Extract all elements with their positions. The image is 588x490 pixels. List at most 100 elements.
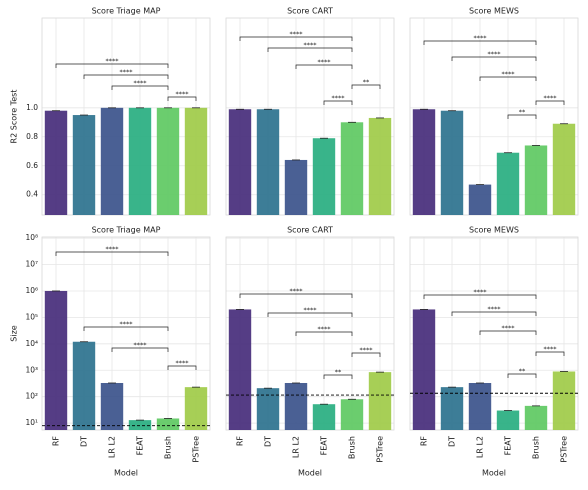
sig-bracket bbox=[83, 326, 169, 331]
bar bbox=[72, 115, 96, 215]
x-axis-label: Model bbox=[482, 469, 506, 478]
frame bbox=[41, 236, 211, 431]
sig-label: **** bbox=[474, 34, 488, 42]
sig-label: **** bbox=[318, 58, 332, 66]
bar bbox=[468, 184, 492, 215]
y-tick-label: 10³ bbox=[25, 365, 38, 374]
x-tick-label: PSTree bbox=[376, 436, 385, 463]
x-tick-label: FEAT bbox=[320, 436, 329, 456]
bar bbox=[156, 418, 180, 430]
y-tick-label: 0.8 bbox=[26, 132, 38, 141]
x-tick-label: DT bbox=[80, 436, 89, 447]
sig-bracket bbox=[239, 36, 353, 41]
y-tick-label: 10⁴ bbox=[25, 339, 38, 348]
frame bbox=[409, 236, 579, 431]
sig-label: **** bbox=[120, 68, 134, 76]
y-tick-label: 10⁵ bbox=[25, 312, 38, 321]
x-tick-label: Brush bbox=[348, 436, 357, 459]
bar bbox=[228, 109, 252, 215]
sig-bracket bbox=[423, 294, 537, 299]
x-tick-label: LR L2 bbox=[292, 436, 301, 458]
sig-label: **** bbox=[120, 320, 134, 328]
y-axis-label: R2 Score Test bbox=[10, 90, 19, 144]
bar bbox=[440, 110, 464, 215]
sig-bracket bbox=[295, 331, 353, 336]
sig-label: **** bbox=[106, 245, 120, 253]
sig-label: **** bbox=[544, 94, 558, 102]
bar bbox=[184, 387, 208, 430]
sig-label: **** bbox=[176, 359, 190, 367]
x-axis-label: Model bbox=[298, 469, 322, 478]
bar bbox=[100, 382, 124, 430]
sig-label: **** bbox=[134, 79, 148, 87]
bar bbox=[72, 341, 96, 430]
x-tick-label: LR L2 bbox=[108, 436, 117, 458]
panel-title: Score CART bbox=[287, 226, 333, 235]
x-tick-label: RF bbox=[52, 436, 61, 447]
bar bbox=[312, 404, 336, 430]
sig-bracket bbox=[351, 84, 381, 89]
y-tick-label: 10⁸ bbox=[25, 233, 38, 242]
x-tick-label: PSTree bbox=[560, 436, 569, 463]
sig-bracket bbox=[83, 74, 169, 79]
y-tick-label: 10² bbox=[25, 392, 38, 401]
sig-bracket bbox=[351, 352, 381, 357]
bar bbox=[440, 387, 464, 430]
bar bbox=[284, 382, 308, 430]
sig-bracket bbox=[167, 365, 197, 370]
frame bbox=[41, 17, 211, 216]
frame bbox=[409, 17, 579, 216]
sig-label: **** bbox=[488, 50, 502, 58]
bar bbox=[156, 107, 180, 215]
x-tick-label: FEAT bbox=[136, 436, 145, 456]
y-tick-label: 0.4 bbox=[26, 190, 38, 199]
sig-label: **** bbox=[134, 341, 148, 349]
bar bbox=[524, 405, 548, 430]
y-tick-label: 10¹ bbox=[25, 418, 38, 427]
bar bbox=[312, 138, 336, 215]
x-tick-label: Brush bbox=[164, 436, 173, 459]
sig-bracket bbox=[507, 114, 537, 119]
sig-label: ** bbox=[363, 78, 370, 86]
sig-label: **** bbox=[304, 306, 318, 314]
bar bbox=[44, 290, 68, 430]
bar bbox=[256, 109, 280, 215]
sig-bracket bbox=[323, 100, 353, 105]
bar bbox=[100, 107, 124, 215]
sig-bracket bbox=[451, 56, 537, 61]
y-tick-label: 1.0 bbox=[26, 103, 38, 112]
bar bbox=[524, 145, 548, 215]
sig-bracket bbox=[479, 330, 537, 335]
x-tick-label: LR L2 bbox=[476, 436, 485, 458]
frame bbox=[225, 236, 395, 431]
sig-bracket bbox=[267, 47, 353, 52]
sig-label: ** bbox=[335, 368, 342, 376]
sig-label: **** bbox=[544, 345, 558, 353]
bar bbox=[340, 122, 364, 215]
sig-label: **** bbox=[106, 57, 120, 65]
x-tick-label: DT bbox=[264, 436, 273, 447]
panel-title: Score MEWS bbox=[469, 226, 519, 235]
sig-bracket bbox=[239, 293, 353, 298]
bar bbox=[340, 399, 364, 430]
y-axis-label: Size bbox=[10, 325, 19, 342]
bar bbox=[44, 110, 68, 215]
sig-bracket bbox=[55, 63, 169, 68]
bar bbox=[468, 382, 492, 430]
frame bbox=[225, 17, 395, 216]
sig-bracket bbox=[535, 351, 565, 356]
y-tick-label: 0.6 bbox=[26, 161, 38, 170]
bar bbox=[128, 107, 152, 215]
sig-bracket bbox=[111, 347, 169, 352]
bar bbox=[412, 309, 436, 430]
sig-bracket bbox=[111, 85, 169, 90]
sig-label: **** bbox=[474, 288, 488, 296]
y-tick-label: 10⁶ bbox=[25, 286, 38, 295]
sig-label: **** bbox=[488, 305, 502, 313]
sig-bracket bbox=[479, 76, 537, 81]
bar bbox=[496, 152, 520, 215]
sig-bracket bbox=[451, 311, 537, 316]
sig-label: **** bbox=[502, 70, 516, 78]
sig-label: **** bbox=[290, 30, 304, 38]
y-tick-label: 10⁷ bbox=[25, 260, 38, 269]
